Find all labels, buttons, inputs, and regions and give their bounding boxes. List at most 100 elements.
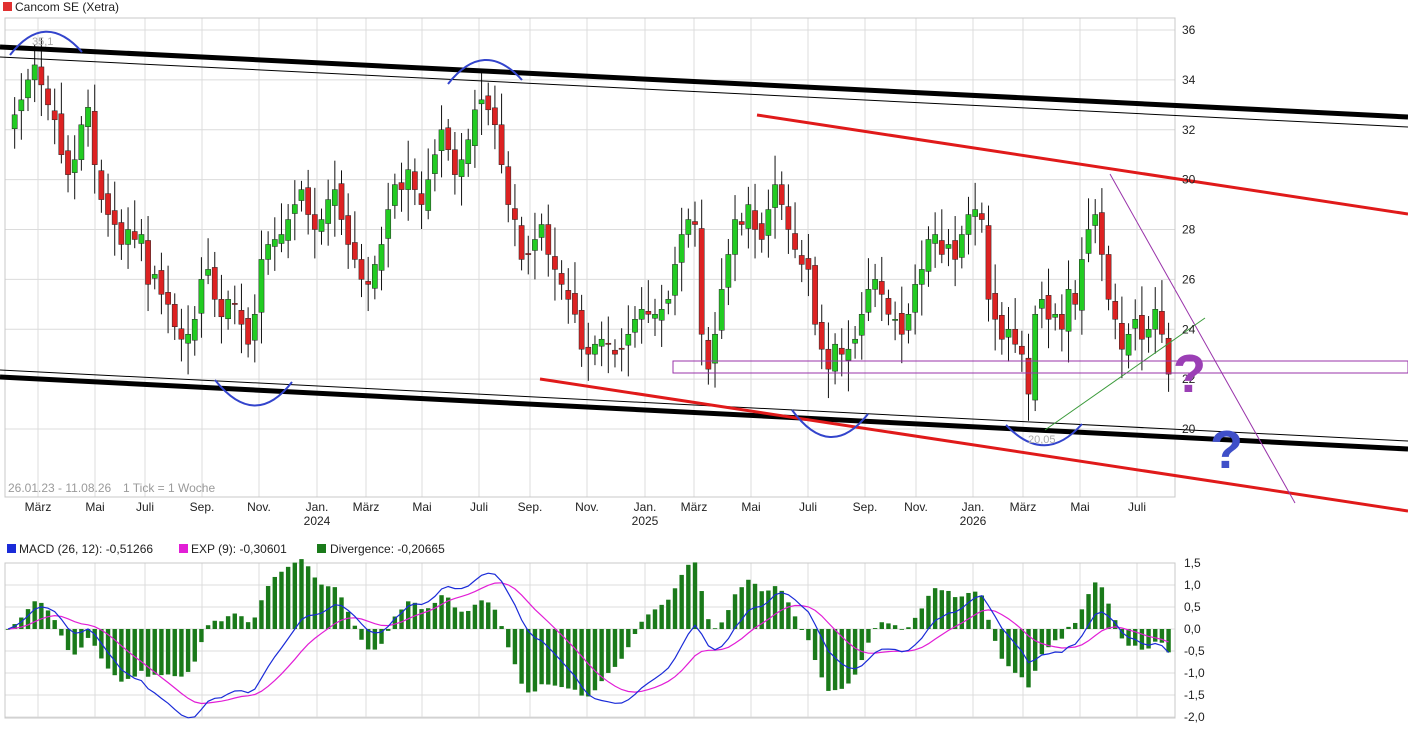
divergence-bar xyxy=(259,600,264,629)
candle-down xyxy=(645,311,652,315)
macd-axis: -2,0 -1,5 -1,0 -0,5 0,0 0,5 1,0 1,5 xyxy=(1184,556,1205,724)
divergence-bar xyxy=(586,629,591,697)
candle-up xyxy=(265,244,271,260)
candle-up xyxy=(1005,329,1012,338)
candle-down xyxy=(211,267,218,300)
divergence-bar xyxy=(19,617,24,629)
divergence-bar xyxy=(1099,587,1105,629)
divergence-bar xyxy=(1046,629,1051,648)
divergence-legend-label: Divergence: -0,20665 xyxy=(330,542,445,556)
bottom-arc-1 xyxy=(214,379,293,407)
purple-trendline xyxy=(1109,173,1296,504)
divergence-bar xyxy=(125,629,131,679)
divergence-bar xyxy=(1052,629,1058,641)
candle-down xyxy=(552,256,558,270)
month-tick-label: Mai xyxy=(412,500,431,514)
month-tick-label: Jan. xyxy=(306,500,329,514)
divergence-bar xyxy=(999,629,1005,659)
candle-up xyxy=(425,179,432,211)
divergence-bar xyxy=(179,629,184,677)
lower-channel-line-thin xyxy=(0,369,1408,442)
candle-down xyxy=(1045,295,1052,320)
month-tick-label: Juli xyxy=(136,500,154,514)
candle-down xyxy=(58,113,65,155)
candle-down xyxy=(105,193,111,215)
candle-down xyxy=(585,346,592,355)
candle-down xyxy=(885,298,892,315)
candle-down xyxy=(558,273,565,285)
candle-up xyxy=(78,124,85,160)
candle-up xyxy=(712,333,718,364)
price-tick-label: 32 xyxy=(1182,123,1196,137)
candle-up xyxy=(191,319,198,341)
divergence-bar xyxy=(459,611,464,629)
candle-up xyxy=(772,184,778,208)
candle-up xyxy=(972,209,978,217)
macd-tick-label: 1,0 xyxy=(1184,578,1201,592)
top-arc-2 xyxy=(447,59,523,85)
candle-down xyxy=(758,223,765,240)
divergence-bar xyxy=(219,621,224,629)
divergence-bar xyxy=(499,626,504,629)
year-tick-label: 2026 xyxy=(960,514,987,528)
candle-up xyxy=(378,244,385,271)
divergence-bar xyxy=(972,591,978,629)
candle-down xyxy=(512,208,518,220)
divergence-bar xyxy=(912,617,918,629)
divergence-bar xyxy=(152,629,157,675)
divergence-bar xyxy=(192,629,197,662)
divergence-bar xyxy=(466,610,471,629)
divergence-bar xyxy=(1133,629,1138,646)
candle-down xyxy=(878,281,885,295)
low-annotation: 20,05 xyxy=(1028,434,1056,446)
candle-up xyxy=(331,189,338,206)
candle-down xyxy=(1105,254,1112,300)
divergence-bar xyxy=(746,579,751,629)
candle-up xyxy=(458,159,465,177)
candle-up xyxy=(18,99,25,112)
divergence-bar xyxy=(819,629,824,678)
divergence-bar xyxy=(666,599,671,629)
candle-down xyxy=(785,206,792,230)
divergence-bar xyxy=(952,597,958,629)
month-tick-label: Juli xyxy=(799,500,817,514)
candle-down xyxy=(1139,315,1145,340)
divergence-bar xyxy=(359,629,364,640)
candle-down xyxy=(445,127,452,150)
divergence-bar xyxy=(646,614,651,629)
divergence-bar xyxy=(92,629,97,646)
candle-up xyxy=(858,314,865,336)
divergence-bar xyxy=(1146,629,1151,649)
divergence-bar xyxy=(25,609,31,629)
price-tick-label: 26 xyxy=(1182,272,1196,286)
candle-down xyxy=(1059,314,1065,330)
divergence-bar xyxy=(639,621,644,629)
candle-up xyxy=(1125,333,1132,356)
divergence-bar xyxy=(846,629,851,684)
divergence-bar xyxy=(332,587,338,629)
divergence-bar xyxy=(906,627,911,629)
candle-down xyxy=(818,322,825,350)
divergence-bar xyxy=(225,616,231,629)
divergence-bar xyxy=(1079,609,1085,629)
divergence-bar xyxy=(1159,629,1165,643)
price-tick-label: 30 xyxy=(1182,173,1196,187)
divergence-bar xyxy=(5,629,11,630)
divergence-bar xyxy=(799,629,804,630)
candle-down xyxy=(231,303,238,305)
month-tick-label: März xyxy=(1010,500,1037,514)
candle-up xyxy=(945,244,952,249)
candle-down xyxy=(1165,337,1172,375)
divergence-bar xyxy=(85,629,91,638)
divergence-bar xyxy=(292,562,298,629)
divergence-bar xyxy=(852,629,858,675)
divergence-bar xyxy=(872,628,878,629)
candle-down xyxy=(305,187,311,215)
divergence-bar xyxy=(392,616,398,629)
candle-up xyxy=(912,284,918,313)
divergence-bar xyxy=(112,629,117,676)
divergence-bar xyxy=(245,622,251,629)
divergence-bar xyxy=(606,629,611,673)
